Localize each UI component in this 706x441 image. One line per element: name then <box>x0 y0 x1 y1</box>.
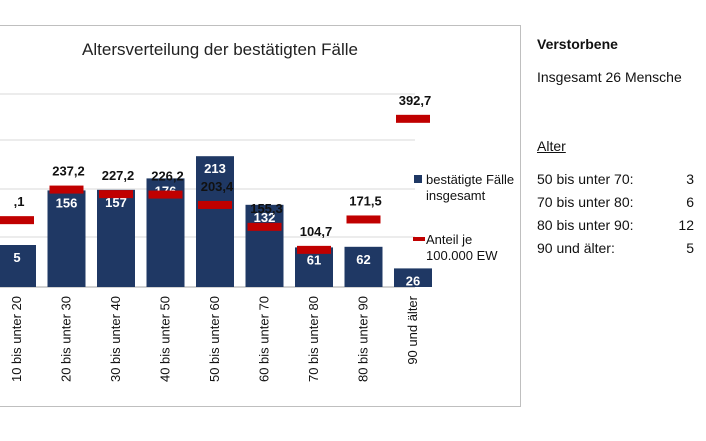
rate-marker <box>297 245 331 254</box>
bar <box>196 156 234 287</box>
x-tick-label: 50 bis unter 60 <box>207 296 222 382</box>
age-row-value: 6 <box>686 194 694 210</box>
rate-marker <box>346 215 381 224</box>
x-tick-label: 80 bis unter 90 <box>356 296 371 382</box>
legend-swatch-rate <box>413 237 425 241</box>
rate-marker <box>99 190 133 199</box>
x-tick-label: 10 bis unter 20 <box>9 296 24 382</box>
bar <box>295 247 333 287</box>
age-row-label: 90 und älter: <box>537 240 615 256</box>
age-row-label: 80 bis unter 90: <box>537 217 634 233</box>
bar-value-label: 213 <box>204 161 226 176</box>
rate-marker <box>198 200 232 209</box>
bar <box>0 245 36 287</box>
bar <box>344 246 383 287</box>
age-row-value: 5 <box>686 240 694 256</box>
legend-label: 100.000 EW <box>426 248 498 263</box>
bar-value-label: 156 <box>56 195 78 210</box>
rate-value-label: 104,7 <box>300 224 333 239</box>
bar <box>47 190 86 287</box>
x-tick-label: 30 bis unter 40 <box>108 296 123 382</box>
rate-value-label: 155,3 <box>250 201 283 216</box>
legend-label: insgesamt <box>426 188 486 203</box>
bar-value-label: 26 <box>406 273 420 288</box>
rate-value-label: 237,2 <box>52 164 85 179</box>
chart-title: Altersverteilung der bestätigten Fälle <box>82 40 358 59</box>
rate-value-label: 392,7 <box>399 93 432 108</box>
bar-value-label: 5 <box>13 250 20 265</box>
age-row-label: 70 bis unter 80: <box>537 194 634 210</box>
bar-value-label: 62 <box>356 252 370 267</box>
x-tick-label: 40 bis unter 50 <box>158 296 173 382</box>
rate-value-label: 171,5 <box>349 193 382 208</box>
bar-value-label: 132 <box>254 210 276 225</box>
rate-value-label: ,1 <box>14 194 25 209</box>
bar-value-label: 157 <box>105 195 127 210</box>
chart-panel: Altersverteilung der bestätigten Fälle 5… <box>0 25 521 407</box>
age-heading: Alter <box>537 138 566 154</box>
legend-label: Anteil je <box>426 232 472 247</box>
rate-marker <box>49 185 84 194</box>
x-tick-label: 70 bis unter 80 <box>306 296 321 382</box>
rate-marker <box>0 216 34 225</box>
bar <box>97 189 135 287</box>
bar <box>245 204 284 287</box>
side-total: Insgesamt 26 Mensche <box>537 69 682 85</box>
rate-value-label: 227,2 <box>102 168 135 183</box>
legend-swatch-bars <box>414 175 422 183</box>
rate-value-label: 226,2 <box>151 169 184 184</box>
side-title: Verstorbene <box>537 36 618 52</box>
x-tick-label: 60 bis unter 70 <box>257 296 272 382</box>
age-row-value: 3 <box>686 171 694 187</box>
age-row-value: 12 <box>678 217 694 233</box>
bar-value-label: 61 <box>307 252 321 267</box>
x-tick-label: 20 bis unter 30 <box>59 296 74 382</box>
rate-marker <box>396 114 430 123</box>
age-row-label: 50 bis unter 70: <box>537 171 634 187</box>
rate-marker <box>148 190 183 199</box>
bar <box>394 268 432 287</box>
rate-marker <box>247 222 282 231</box>
legend-label: bestätigte Fälle <box>426 172 514 187</box>
rate-value-label: 203,4 <box>201 179 234 194</box>
chart: Altersverteilung der bestätigten Fälle 5… <box>0 40 514 382</box>
x-tick-label: 90 und älter <box>405 295 420 364</box>
